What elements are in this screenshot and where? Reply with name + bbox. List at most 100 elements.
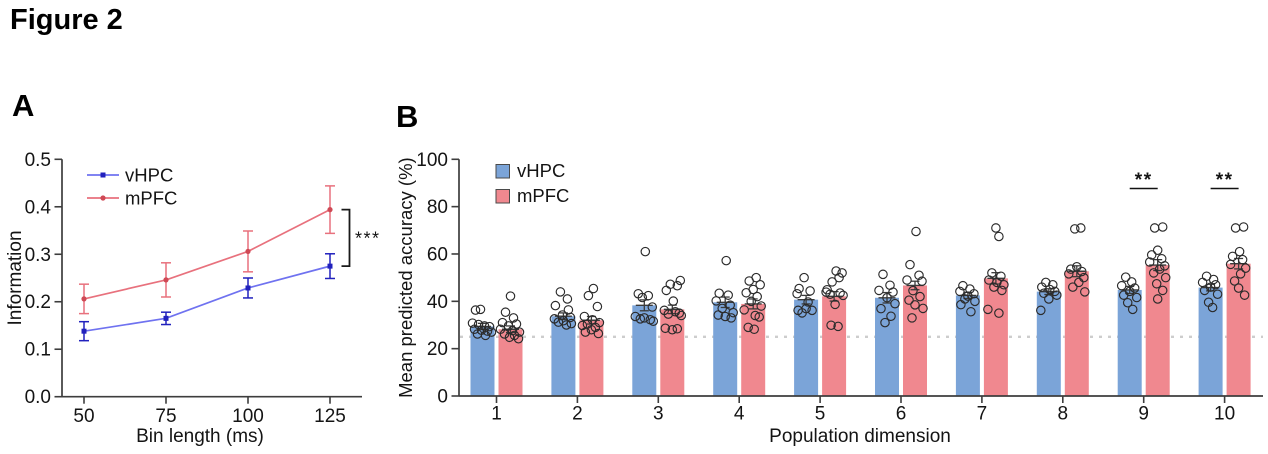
scatter-point-mPFC (911, 226, 921, 237)
scatter-point-mPFC (910, 300, 920, 310)
data-point-vHPC (327, 263, 333, 269)
bar-mPFC-4 (741, 303, 766, 396)
x-tick-label: 50 (73, 406, 94, 427)
scatter-point-mPFC (668, 296, 679, 306)
scatter-point-mPFC (583, 290, 594, 301)
scatter-point-mPFC (741, 288, 751, 298)
y-tick-label: 0.0 (25, 387, 51, 408)
scatter-point-mPFC (497, 317, 508, 328)
scatter-point-mPFC (499, 329, 510, 339)
scatter-point-mPFC (992, 277, 1002, 288)
scatter-point-vHPC (469, 324, 480, 335)
scatter-point-vHPC (728, 307, 738, 318)
scatter-point-mPFC (672, 324, 683, 334)
scatter-point-mPFC (826, 320, 836, 331)
scatter-point-vHPC (886, 311, 896, 322)
scatter-point-vHPC (794, 283, 804, 294)
data-point-mPFC (81, 296, 87, 302)
scatter-point-vHPC (1199, 285, 1210, 296)
bar-mPFC-2 (579, 320, 604, 396)
scatter-point-mPFC (1152, 245, 1163, 255)
scatter-point-vHPC (635, 314, 646, 324)
scatter-point-mPFC (508, 313, 519, 323)
scatter-point-mPFC (1072, 261, 1082, 272)
scatter-point-mPFC (1230, 223, 1241, 233)
scatter-point-vHPC (647, 302, 658, 312)
x-axis-title: Population dimension (769, 426, 951, 447)
y-tick-label: 0 (437, 387, 448, 408)
legend-swatch-vHPC (495, 164, 510, 179)
scatter-point-mPFC (838, 290, 848, 301)
scatter-point-vHPC (882, 292, 892, 303)
y-tick-label: 60 (427, 244, 448, 265)
legend-marker-vHPC (100, 172, 106, 178)
scatter-point-mPFC (834, 272, 844, 283)
scatter-point-vHPC (1210, 279, 1221, 290)
scatter-point-vHPC (561, 320, 572, 330)
y-axis-title: Mean predicted accuracy (%) (395, 157, 416, 398)
scatter-point-mPFC (991, 223, 1001, 233)
scatter-point-mPFC (997, 285, 1007, 296)
x-tick-label: 7 (977, 404, 988, 425)
scatter-point-vHPC (475, 304, 486, 315)
legend-swatch-mPFC (495, 189, 510, 204)
scatter-point-mPFC (1080, 287, 1090, 297)
y-tick-label: 100 (416, 150, 448, 171)
significance-bracket (341, 208, 351, 268)
scatter-point-vHPC (1116, 280, 1127, 291)
scatter-point-vHPC (1212, 289, 1223, 299)
scatter-point-vHPC (639, 313, 650, 323)
scatter-point-mPFC (580, 327, 591, 337)
scatter-point-mPFC (513, 333, 524, 344)
scatter-point-vHPC (1120, 272, 1131, 282)
panel-b-bar-chart: 0 20 40 60 80 100 1 2 3 4 5 6 7 8 9 10 Population dimens… (395, 150, 1263, 447)
scatter-point-vHPC (482, 326, 493, 336)
scatter-point-mPFC (1234, 246, 1245, 257)
scatter-point-vHPC (550, 300, 561, 311)
x-tick-label: 10 (1214, 404, 1235, 425)
scatter-point-mPFC (1157, 285, 1168, 296)
scatter-point-mPFC (500, 307, 511, 317)
scatter-point-vHPC (726, 313, 736, 323)
scatter-point-vHPC (637, 292, 648, 303)
panel-a-line-chart: 0.0 0.1 0.2 0.3 0.4 0.5 50 75 100 125 Bin length (… (5, 150, 379, 447)
data-point-vHPC (245, 285, 251, 291)
x-tick-label: 8 (1058, 404, 1069, 425)
scatter-point-vHPC (874, 285, 884, 296)
scatter-point-mPFC (1238, 222, 1249, 232)
scatter-point-vHPC (955, 286, 965, 297)
scatter-point-vHPC (797, 308, 807, 318)
scatter-point-vHPC (711, 296, 721, 306)
panel-a-label: A (12, 88, 35, 123)
scatter-point-vHPC (480, 330, 491, 341)
scatter-point-mPFC (676, 310, 687, 321)
y-tick-label: 0.3 (25, 245, 51, 266)
scatter-point-vHPC (1118, 290, 1129, 300)
scatter-point-vHPC (963, 291, 973, 301)
scatter-point-vHPC (880, 317, 890, 328)
legend-marker-mPFC (100, 195, 106, 201)
bar-vHPC-9 (1117, 289, 1142, 396)
y-tick-label: 0.1 (25, 340, 51, 361)
data-point-mPFC (327, 207, 333, 213)
significance-label: ** (1216, 170, 1234, 191)
scatter-point-vHPC (803, 297, 813, 307)
scatter-point-mPFC (504, 332, 515, 343)
scatter-point-vHPC (878, 269, 888, 280)
scatter-point-mPFC (917, 276, 927, 286)
scatter-point-mPFC (1240, 263, 1251, 273)
scatter-point-vHPC (890, 298, 900, 309)
scatter-point-vHPC (566, 318, 577, 329)
scatter-point-mPFC (739, 305, 749, 315)
scatter-point-mPFC (593, 328, 604, 339)
scatter-point-vHPC (484, 321, 495, 332)
y-tick-label: 40 (427, 292, 448, 313)
scatter-point-mPFC (904, 295, 914, 305)
scatter-point-mPFC (750, 310, 760, 321)
scatter-point-mPFC (1157, 222, 1168, 232)
scatter-point-vHPC (648, 316, 659, 326)
scatter-point-mPFC (1064, 269, 1074, 279)
scatter-point-vHPC (1131, 292, 1142, 303)
y-tick-label: 0.5 (25, 150, 51, 171)
data-point-mPFC (163, 277, 169, 283)
